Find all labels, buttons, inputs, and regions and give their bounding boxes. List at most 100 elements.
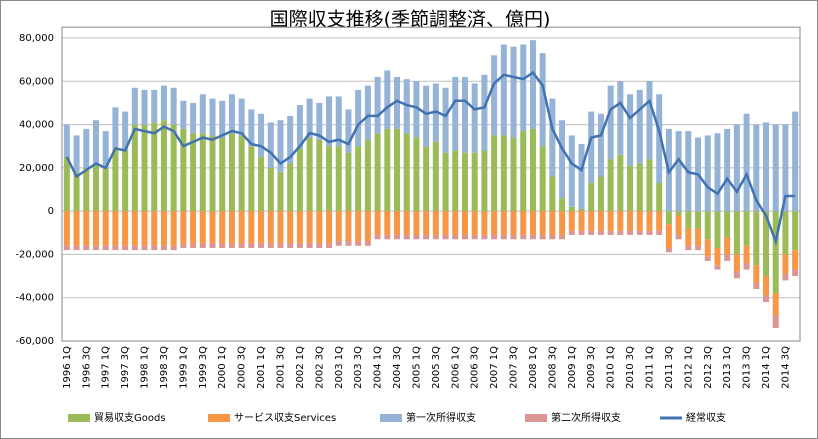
bar — [287, 163, 294, 212]
bar — [228, 211, 235, 244]
bar — [209, 98, 216, 136]
bar — [248, 146, 255, 212]
bar — [471, 83, 478, 153]
bar — [452, 76, 459, 151]
bar — [355, 89, 362, 147]
bar — [617, 211, 624, 231]
bar — [355, 146, 362, 212]
bar — [170, 211, 177, 246]
bar — [92, 120, 99, 164]
bar — [258, 211, 265, 244]
bar — [714, 247, 721, 266]
bar — [559, 120, 566, 199]
bar — [151, 245, 158, 251]
bar — [423, 146, 430, 212]
x-tick-label: 2006 3Q — [470, 346, 481, 389]
bar — [160, 211, 167, 246]
x-tick-label: 2010 1Q — [606, 346, 617, 389]
bar — [296, 211, 303, 244]
bar — [180, 243, 187, 248]
bar — [695, 245, 702, 251]
bar — [782, 211, 789, 255]
bar — [209, 211, 216, 244]
bar — [733, 211, 740, 255]
bar — [413, 81, 420, 138]
bar — [714, 265, 721, 270]
bar — [607, 85, 614, 160]
bar — [374, 133, 381, 212]
bar — [190, 243, 197, 248]
bar — [442, 234, 449, 240]
bar — [792, 211, 799, 251]
bar — [316, 211, 323, 244]
bar — [248, 211, 255, 244]
bar — [83, 128, 90, 168]
bar — [714, 133, 721, 212]
y-tick-label: -20,000 — [15, 249, 54, 260]
x-tick-label: 2001 1Q — [256, 346, 267, 389]
bar — [597, 113, 604, 177]
bar — [656, 183, 663, 212]
x-tick-label: 2007 3Q — [509, 346, 520, 389]
bar — [102, 245, 109, 251]
bar — [228, 94, 235, 134]
bar — [112, 211, 119, 246]
legend-label: 貿易収支Goods — [94, 412, 166, 424]
bar — [724, 211, 731, 238]
bar — [238, 135, 245, 212]
x-tick-label: 2000 1Q — [217, 346, 228, 389]
bar — [792, 269, 799, 277]
x-tick-label: 2011 1Q — [644, 346, 655, 389]
bar — [539, 53, 546, 147]
bar — [258, 113, 265, 158]
bar — [627, 211, 634, 231]
bar — [219, 211, 226, 244]
bar — [73, 135, 80, 173]
bar — [704, 256, 711, 261]
bar — [364, 139, 371, 212]
bar — [316, 243, 323, 248]
bar — [267, 211, 274, 244]
bar — [675, 211, 682, 216]
x-tick-label: 1998 1Q — [140, 346, 151, 389]
bar — [520, 44, 527, 132]
bar — [277, 243, 284, 248]
bar — [355, 211, 362, 242]
bar — [772, 124, 779, 212]
legend-label: サービス収支Services — [234, 412, 336, 424]
bar — [636, 230, 643, 235]
bar — [131, 124, 138, 212]
bar — [529, 234, 536, 240]
bar — [170, 87, 177, 125]
bar — [228, 133, 235, 212]
bar — [452, 211, 459, 235]
y-tick-label: -40,000 — [15, 293, 54, 304]
bar — [277, 211, 284, 244]
bar — [763, 276, 770, 296]
bar — [209, 243, 216, 248]
bar — [345, 241, 352, 246]
bar — [568, 230, 575, 235]
legend-label: 第二次所得収支 — [551, 411, 621, 424]
bar — [665, 211, 672, 225]
bar — [112, 107, 119, 149]
bar — [461, 152, 468, 212]
bar — [131, 87, 138, 125]
bar — [335, 241, 342, 246]
bar — [190, 102, 197, 134]
bar — [403, 234, 410, 240]
x-tick-label: 2012 1Q — [683, 346, 694, 389]
x-tick-label: 2000 3Q — [237, 346, 248, 389]
bar — [704, 239, 711, 257]
chart-title: 国際収支推移(季節調整済、億円) — [270, 9, 551, 31]
bar — [627, 165, 634, 212]
bar — [763, 122, 770, 212]
bar — [122, 245, 129, 251]
bar — [403, 133, 410, 212]
x-tick-label: 2014 1Q — [761, 346, 772, 389]
bar — [461, 211, 468, 235]
bar — [500, 211, 507, 235]
bar — [500, 44, 507, 136]
bar — [326, 96, 333, 147]
bar — [724, 237, 731, 255]
